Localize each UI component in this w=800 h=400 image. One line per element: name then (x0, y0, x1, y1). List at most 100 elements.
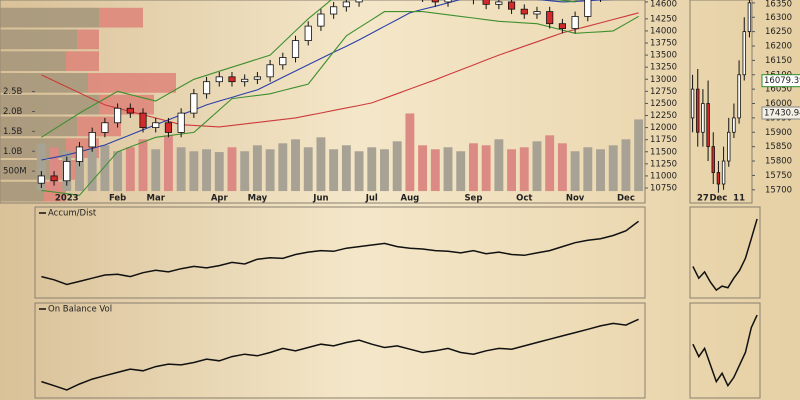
volume-bar (507, 149, 517, 192)
x-tick-label: Dec (617, 194, 635, 204)
volume-bar (341, 145, 351, 192)
panel-frame (689, 206, 761, 299)
price-label: 16079.39 (764, 76, 800, 86)
candle-body (114, 107, 122, 124)
y-tick-label: 12000 (650, 123, 677, 133)
y-tick-label: 16350 (765, 0, 792, 10)
candle-body (317, 13, 325, 27)
volume-bar (151, 149, 161, 192)
volume-bar (596, 149, 605, 192)
y-tick-label: 13500 (650, 51, 677, 61)
volume-by-price-up (0, 73, 88, 93)
y-tick-label: 16250 (765, 27, 792, 37)
volume-by-price-up (0, 29, 77, 50)
candle-body (495, 1, 503, 5)
candle-body (279, 57, 287, 66)
candle-body (701, 103, 705, 133)
y-tick-label: 11000 (650, 171, 677, 181)
candle-body (330, 6, 338, 15)
volume-bar (557, 143, 567, 192)
candle-body (202, 81, 211, 95)
candle-body (355, 0, 363, 3)
volume-bar (49, 147, 59, 192)
candle-body (291, 40, 300, 58)
volume-bar (443, 147, 453, 192)
indicator-line (692, 218, 758, 292)
candle-body (101, 122, 109, 133)
volume-by-price-down (99, 94, 154, 115)
overlay-line (41, 0, 578, 138)
candle-body (139, 112, 147, 128)
indicator-line (692, 314, 758, 388)
volume-bar (456, 151, 466, 192)
x-tick-label: May (248, 194, 268, 204)
x-tick-label: Nov (566, 194, 585, 204)
volume-bar (354, 151, 364, 192)
overlay-line (41, 11, 639, 196)
volume-bar (252, 145, 262, 192)
y-tick-label: 12750 (650, 87, 677, 97)
y-tick-label: 16150 (765, 56, 792, 66)
candle-body (152, 122, 160, 129)
volume-bar (329, 149, 339, 192)
candle-body (444, 0, 452, 3)
plot-area (690, 0, 752, 193)
volume-bar (163, 135, 173, 192)
volume-bar (367, 147, 377, 192)
volume-bar (240, 151, 250, 192)
volume-by-price-up (0, 7, 99, 28)
candle-body (50, 175, 58, 182)
volume-bar (100, 145, 110, 192)
overlay-line (41, 0, 614, 161)
price-label-box (761, 74, 800, 88)
volume-by-price-up (0, 51, 66, 72)
volume-bar (189, 151, 199, 192)
volume-by-price-down (88, 73, 176, 93)
volume-by-price-down (77, 116, 121, 137)
candle-body (747, 2, 752, 33)
volume-bar (125, 147, 135, 192)
annotation: 17430.94 (764, 109, 800, 119)
volume-by-price-up (0, 181, 44, 202)
volume-bar (532, 141, 542, 192)
x-tick-label: Jun (312, 194, 328, 204)
volume-bar (608, 145, 618, 192)
y-tick-label: 13000 (650, 75, 677, 85)
volume-by-price-down (66, 51, 99, 72)
legend-label: On Balance Vol (48, 305, 112, 315)
candle-body (215, 76, 223, 83)
volume-bar (392, 141, 402, 192)
candle-body (520, 8, 528, 15)
volume-by-price-up (0, 116, 77, 137)
x-tick-label: Aug (401, 194, 420, 204)
volume-bar (316, 137, 326, 192)
candle-body (266, 64, 274, 78)
candle-body (241, 78, 249, 83)
candle-body (727, 131, 731, 162)
volume-tick-label: 1.5B (3, 127, 23, 137)
volume-bar (265, 149, 275, 192)
y-tick-label: 14000 (650, 26, 677, 36)
candle-body (75, 146, 84, 162)
y-tick-label: 12500 (650, 99, 677, 109)
candle-body (482, 0, 490, 5)
candle-body (164, 122, 173, 133)
volume-bar (214, 152, 224, 192)
volume-bar (418, 145, 428, 192)
volume-bar (227, 147, 237, 192)
candle-body (431, 0, 439, 3)
legend-label: Accum/Dist (48, 209, 97, 219)
volume-bar (380, 149, 389, 192)
volume-bar (113, 151, 123, 192)
y-tick-label: 11500 (650, 147, 677, 157)
volume-bar (303, 147, 313, 192)
volume-bar (405, 113, 415, 192)
candle-body (342, 1, 350, 8)
volume-by-price-down (77, 29, 99, 50)
candle-body (721, 160, 726, 185)
candle-body (63, 161, 71, 182)
plot-area (692, 314, 758, 388)
candle-body (507, 1, 516, 10)
